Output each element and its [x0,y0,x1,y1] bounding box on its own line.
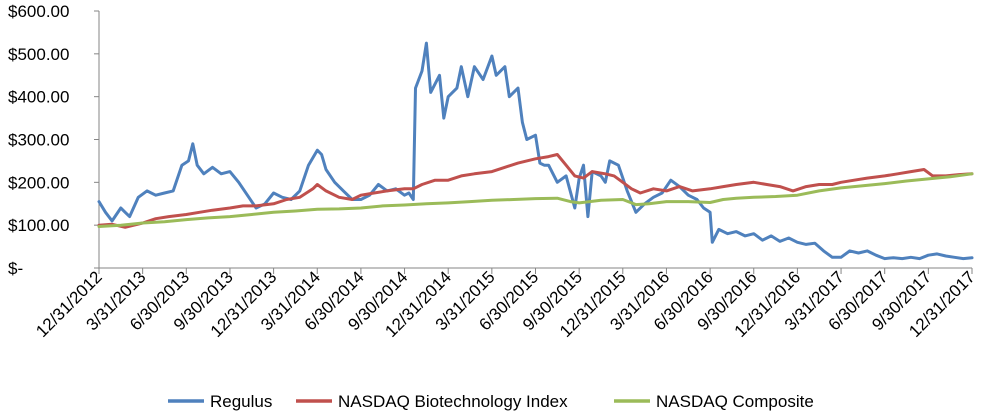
y-axis-ticks: $- $100.00 $200.00 $300.00 $400.00 $500.00 $60… [8,2,99,278]
legend-label: NASDAQ Composite [656,392,814,411]
series-line-nasdaq-biotechnology-index [97,153,974,229]
series-line-nasdaq-composite [97,172,974,228]
y-tick-label: $200.00 [8,173,69,192]
y-tick-label: $300.00 [8,131,69,150]
y-tick-label: $400.00 [8,88,69,107]
y-tick-label: $100.00 [8,216,69,235]
legend-label: Regulus [210,392,272,411]
series-lines [97,41,974,261]
series-line-regulus [97,41,974,261]
x-axis-ticks: 12/31/20123/31/20136/30/20139/30/201312/… [32,267,979,341]
y-tick-label: $500.00 [8,45,69,64]
y-tick-label: $- [8,259,23,278]
legend: Regulus NASDAQ Biotechnology Index NASDAQ … [168,392,814,411]
y-tick-label: $600.00 [8,2,69,21]
legend-label: NASDAQ Biotechnology Index [338,392,568,411]
